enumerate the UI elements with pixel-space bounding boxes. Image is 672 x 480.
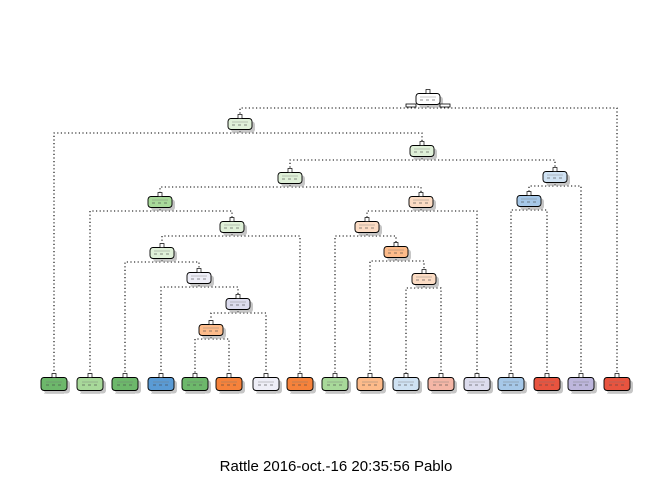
leaf-node-l14 — [497, 373, 527, 394]
split-node-n1 — [405, 89, 451, 108]
split-node-n7 — [408, 192, 436, 211]
leaf-node-l12 — [427, 373, 457, 394]
tree-edge-n16-l5 — [194, 337, 212, 377]
tree-caption: Rattle 2016-oct.-16 20:35:56 Pablo — [219, 458, 453, 475]
leaf-node-l1 — [40, 373, 70, 394]
tree-edge-n9-n11 — [161, 234, 233, 246]
tree-edge-n4-n6 — [159, 185, 291, 195]
split-node-n8 — [516, 191, 544, 210]
split-node-n4 — [277, 168, 305, 187]
tree-edge-n5-l16 — [554, 184, 582, 377]
tree-nodes — [40, 89, 633, 394]
leaf-node-l6 — [215, 373, 245, 394]
tree-edge-n8-l15 — [528, 208, 548, 377]
tree-edge-n7-l13 — [420, 209, 478, 377]
tree-edge-n14-l12 — [423, 286, 442, 377]
tree-edge-n8-l14 — [510, 208, 530, 377]
tree-edge-n14-l11 — [405, 286, 425, 377]
tree-edge-n12-l10 — [369, 259, 397, 377]
tree-edge-n13-l4 — [160, 285, 200, 377]
split-node-n9 — [219, 217, 247, 236]
leaf-node-l15 — [533, 373, 563, 394]
tree-edge-n1-l17 — [427, 106, 618, 377]
tree-edge-n16-l6 — [210, 337, 230, 377]
split-node-n3 — [409, 141, 437, 160]
split-node-n12 — [383, 242, 411, 261]
tree-edge-n13-n15 — [198, 285, 239, 297]
tree-edge-n12-n14 — [395, 259, 425, 272]
leaf-node-l9 — [321, 373, 351, 394]
leaf-node-l10 — [356, 373, 386, 394]
leaf-node-l11 — [392, 373, 422, 394]
tree-edge-n3-n5 — [421, 158, 556, 170]
split-node-n13 — [186, 268, 214, 287]
tree-edge-n6-n9 — [159, 209, 233, 220]
split-node-n6 — [147, 192, 175, 211]
leaf-node-l16 — [567, 373, 597, 394]
tree-edge-n1-n2 — [239, 106, 429, 117]
tree-edge-n2-n3 — [239, 131, 423, 144]
split-node-n11 — [149, 243, 177, 262]
leaf-node-l5 — [181, 373, 211, 394]
leaf-node-l7 — [252, 373, 282, 394]
tree-edge-n4-n7 — [289, 185, 422, 195]
leaf-node-l3 — [111, 373, 141, 394]
split-node-n15 — [225, 294, 253, 313]
leaf-node-l2 — [76, 373, 106, 394]
tree-edge-n3-n4 — [289, 158, 423, 171]
tree-edges — [53, 106, 618, 377]
split-node-n14 — [411, 269, 439, 288]
tree-edge-n2-l1 — [53, 131, 241, 377]
leaf-node-l17 — [603, 373, 633, 394]
tree-edge-n10-l9 — [334, 234, 368, 377]
split-node-n16 — [198, 320, 226, 339]
split-node-n10 — [354, 217, 382, 236]
tree-edge-n11-l3 — [124, 260, 163, 377]
split-node-n5 — [542, 167, 570, 186]
leaf-node-l8 — [286, 373, 316, 394]
leaf-node-l13 — [463, 373, 493, 394]
leaf-node-l4 — [147, 373, 177, 394]
tree-edge-n15-l7 — [237, 311, 267, 377]
tree-edge-n6-l2 — [89, 209, 161, 377]
tree-edge-n15-n16 — [210, 311, 239, 323]
split-node-n2 — [227, 114, 255, 133]
